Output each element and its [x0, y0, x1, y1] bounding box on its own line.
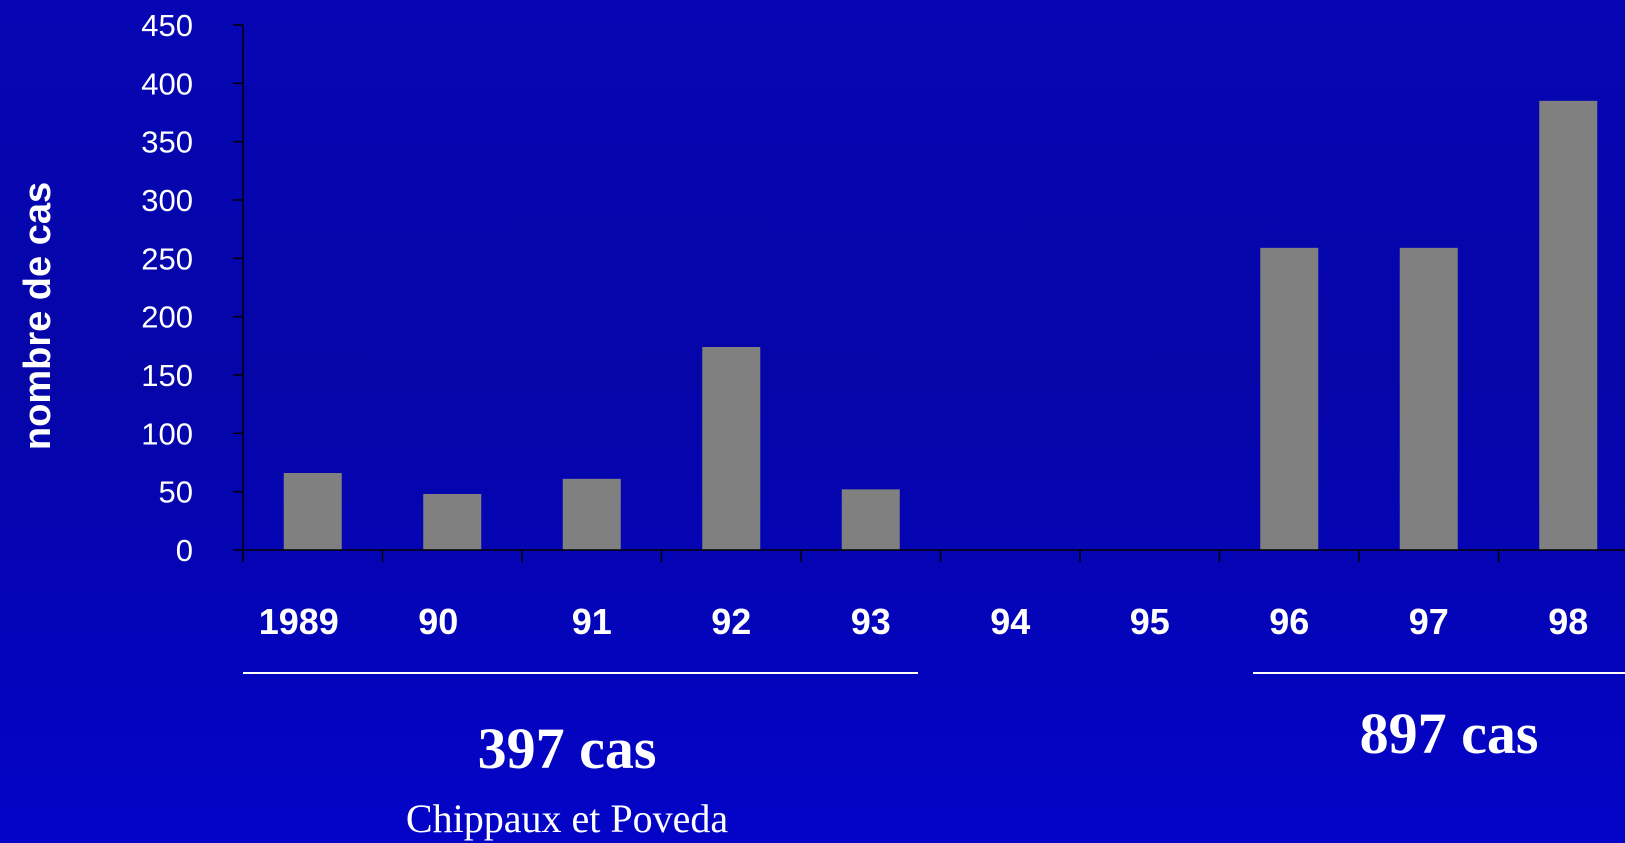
- y-tick-label: 100: [141, 416, 193, 451]
- x-tick-label: 91: [572, 601, 612, 642]
- y-tick-label: 300: [141, 183, 193, 218]
- y-tick-label: 150: [141, 358, 193, 393]
- bar: [702, 347, 761, 550]
- bar: [283, 473, 342, 550]
- y-tick-label: 250: [141, 241, 193, 276]
- source-label: Chippaux et Poveda: [406, 796, 728, 841]
- bar: [562, 478, 621, 550]
- x-tick-label: 93: [851, 601, 891, 642]
- y-axis: 0 50 100 150 200 250 300 350 400 450: [141, 8, 244, 568]
- x-tick-labels: 1989 90 91 92 93 94 95 96 97 98: [259, 601, 1589, 642]
- y-tick-label: 200: [141, 300, 193, 335]
- bar: [1399, 247, 1458, 551]
- x-tick-label: 96: [1269, 601, 1309, 642]
- x-tick-label: 92: [711, 601, 751, 642]
- y-axis-title: nombre de cas: [17, 182, 59, 450]
- y-tick-label: 0: [176, 533, 193, 568]
- bar: [1260, 247, 1319, 551]
- x-tick-label: 90: [418, 601, 458, 642]
- y-tick-label: 400: [141, 66, 193, 101]
- y-tick-label: 450: [141, 8, 193, 43]
- x-tick-label: 1989: [259, 601, 339, 642]
- bar: [841, 489, 900, 550]
- x-tick-label: 95: [1130, 601, 1170, 642]
- x-tick-label: 98: [1548, 601, 1588, 642]
- group2-total-label: 897 cas: [1360, 701, 1539, 766]
- bars: [283, 100, 1598, 551]
- x-tick-label: 94: [990, 601, 1030, 642]
- x-axis: [242, 549, 1625, 562]
- bar: [1539, 100, 1598, 550]
- group1-total-label: 397 cas: [478, 716, 657, 781]
- x-tick-label: 97: [1409, 601, 1449, 642]
- y-tick-label: 350: [141, 125, 193, 160]
- y-tick-label: 50: [159, 475, 193, 510]
- bar: [423, 494, 482, 550]
